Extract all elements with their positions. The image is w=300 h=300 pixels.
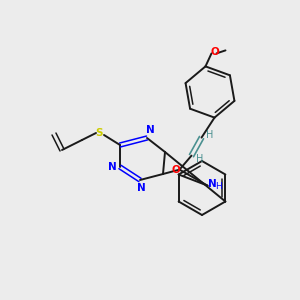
Text: N: N: [136, 183, 146, 193]
Text: N: N: [208, 178, 217, 189]
Text: H: H: [206, 130, 213, 140]
Text: N: N: [108, 162, 116, 172]
Text: S: S: [95, 128, 103, 138]
Text: H: H: [215, 182, 222, 191]
Text: O: O: [210, 47, 219, 57]
Text: O: O: [171, 165, 180, 175]
Text: N: N: [146, 125, 154, 135]
Text: H: H: [196, 154, 203, 164]
